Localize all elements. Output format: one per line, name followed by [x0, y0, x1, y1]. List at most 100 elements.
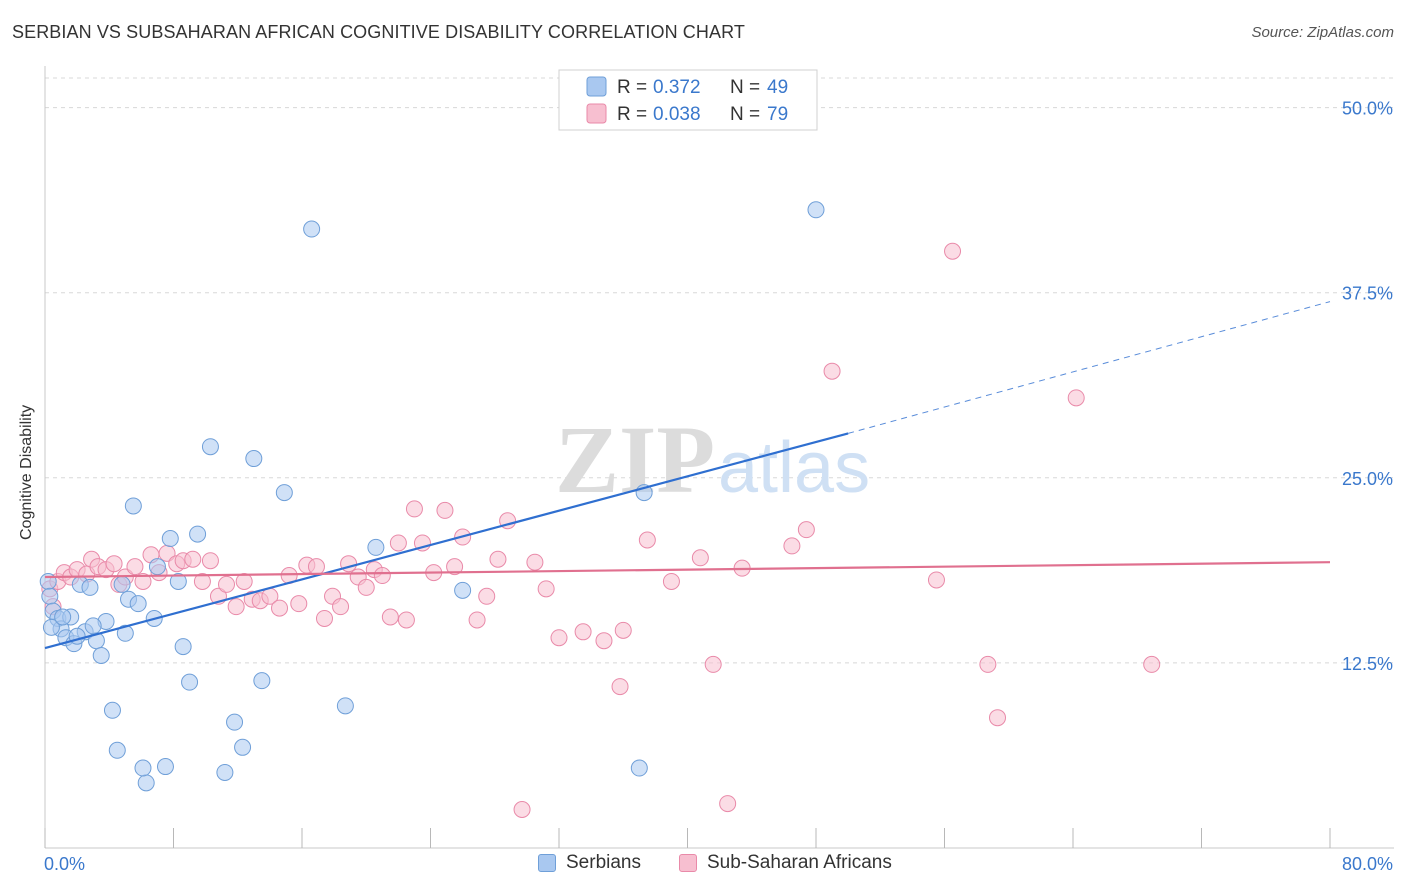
serbians-point: [41, 587, 59, 605]
africans-point: [989, 709, 1007, 727]
bottom-legend: Serbians Sub-Saharan Africans: [0, 852, 1406, 878]
africans-point: [1143, 655, 1161, 673]
africans-point: [307, 558, 325, 576]
africans-point: [468, 611, 486, 629]
x-tick-labels: 0.0% 80.0%: [44, 854, 1393, 874]
africans-point: [574, 623, 592, 641]
serbians-swatch: [538, 854, 556, 872]
chart-title: SERBIAN VS SUBSAHARAN AFRICAN COGNITIVE …: [12, 22, 745, 42]
africans-point: [397, 611, 415, 629]
africans-point: [797, 521, 815, 539]
africans-point: [381, 608, 399, 626]
serbians-point: [103, 701, 121, 719]
africans-point: [823, 362, 841, 380]
legend-label-africans: Sub-Saharan Africans: [707, 852, 892, 873]
africans-point: [290, 595, 308, 613]
serbians-point: [336, 697, 354, 715]
serbians-point: [454, 581, 472, 599]
africans-trendline: [44, 561, 1331, 579]
africans-point: [235, 572, 253, 590]
serbians-point: [108, 741, 126, 759]
africans-point: [446, 558, 464, 576]
legend-n-label: N =: [730, 104, 760, 125]
serbians-point: [84, 617, 102, 635]
serbians-point: [134, 759, 152, 777]
y-tick-label: 37.5%: [1342, 284, 1393, 304]
africans-point: [944, 242, 962, 260]
x-tick-label: 0.0%: [44, 854, 85, 874]
africans-point: [595, 632, 613, 650]
serbians-point: [148, 558, 166, 576]
serbians-point: [156, 758, 174, 776]
serbians-point: [189, 525, 207, 543]
watermark-atlas: atlas: [718, 428, 870, 508]
africans-point: [478, 587, 496, 605]
africans-point: [489, 550, 507, 568]
legend-item-africans: Sub-Saharan Africans: [679, 852, 892, 874]
africans-point: [719, 795, 737, 813]
serbians-point: [807, 201, 825, 219]
y-tick-labels: 12.5% 25.0% 37.5% 50.0%: [1342, 99, 1393, 674]
africans-point: [611, 678, 629, 696]
africans-point: [389, 534, 407, 552]
serbians-trendline-extension: [847, 301, 1331, 434]
serbians-point: [245, 450, 263, 468]
serbians-point: [181, 673, 199, 691]
africans-point: [315, 609, 333, 627]
africans-point: [550, 629, 568, 647]
africans-point: [193, 572, 211, 590]
africans-point: [271, 599, 289, 617]
trendlines: [44, 301, 1331, 650]
africans-point: [614, 621, 632, 639]
africans-point: [526, 553, 544, 571]
africans-point: [357, 578, 375, 596]
africans-point: [704, 655, 722, 673]
africans-point: [218, 575, 236, 593]
legend-r-label: R =: [617, 77, 647, 98]
serbians-point: [92, 647, 110, 664]
africans-point: [436, 501, 454, 519]
serbians-point: [174, 638, 192, 656]
serbians-point: [253, 672, 271, 690]
serbians-point: [630, 759, 648, 777]
legend-item-serbians: Serbians: [538, 852, 641, 874]
legend-label-serbians: Serbians: [566, 852, 641, 873]
africans-swatch: [679, 854, 697, 872]
africans-point: [1067, 389, 1085, 407]
serbians-point: [161, 530, 179, 548]
legend-swatch-africans: [586, 103, 607, 124]
legend-r-value: 0.038: [653, 104, 701, 125]
y-tick-label: 12.5%: [1342, 654, 1393, 674]
serbians-point: [367, 538, 385, 556]
legend-swatch-serbians: [586, 76, 607, 97]
africans-point: [927, 571, 945, 589]
africans-point: [638, 531, 656, 549]
africans-point: [227, 598, 245, 616]
serbians-points: [39, 201, 825, 792]
africans-point: [126, 558, 144, 576]
serbians-point: [129, 595, 147, 613]
sub-saharan-africans-points: [41, 242, 1161, 818]
serbians-point: [303, 220, 321, 238]
serbians-point: [234, 738, 252, 756]
africans-point: [373, 567, 391, 585]
legend-top: R = 0.372 N = 49 R = 0.038 N = 79: [558, 69, 818, 131]
serbians-point: [226, 713, 244, 731]
serbians-point: [216, 763, 234, 781]
serbians-point: [81, 578, 99, 596]
x-tick-label: 80.0%: [1342, 854, 1393, 874]
legend-n-value: 49: [767, 77, 788, 98]
source-label: Source: ZipAtlas.com: [1251, 24, 1394, 41]
y-tick-label: 25.0%: [1342, 469, 1393, 489]
serbians-point: [137, 774, 155, 792]
watermark: ZIP atlas: [555, 406, 870, 513]
serbians-point: [116, 624, 134, 642]
africans-point: [537, 580, 555, 598]
africans-point: [662, 572, 680, 590]
watermark-zip: ZIP: [555, 406, 715, 513]
africans-point: [979, 655, 997, 673]
legend-r-value: 0.372: [653, 77, 701, 98]
africans-point: [783, 537, 801, 555]
africans-point: [405, 500, 423, 518]
